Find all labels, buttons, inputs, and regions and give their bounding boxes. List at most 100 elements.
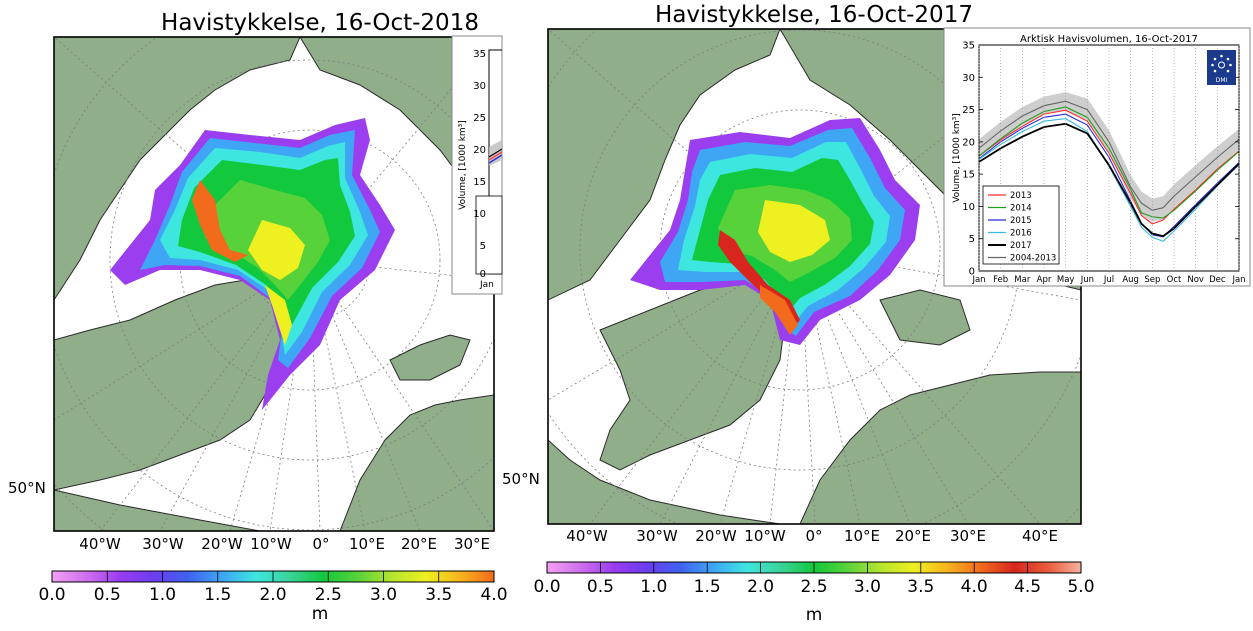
left-lon-label: 10°E <box>349 535 385 553</box>
volume-x-tick-label: Jun <box>1080 275 1094 285</box>
left-colorbar-tick-label: 0.5 <box>94 585 121 605</box>
volume-legend-box <box>982 185 1060 265</box>
left-lon-label: 0° <box>312 535 329 553</box>
right-colorbar-tick-label: 4.5 <box>1014 577 1041 597</box>
left-lon-label: 40°W <box>79 535 121 553</box>
volume-inset: Arktisk Havisvolumen, 16-Oct-2017 0 5 10 15… <box>943 27 1251 287</box>
volume-x-tick-label: Jan <box>1231 275 1245 285</box>
left-lon-labels: 40°W 30°W 20°W 10°W 0° 10°E 20°E 30°E <box>79 535 490 553</box>
left-inset-line-2013 <box>488 151 502 161</box>
volume-y-tick-label: 35 <box>962 41 975 52</box>
left-lon-label: 20°E <box>401 535 437 553</box>
left-inset-ytick: 20 <box>473 145 486 156</box>
volume-x-tick-label: Sep <box>1144 275 1160 285</box>
volume-y-tick-label: 30 <box>962 73 975 84</box>
left-inset-ytick: 30 <box>473 81 486 92</box>
right-colorbar-tick-label: 4.0 <box>961 577 988 597</box>
left-colorbar-tick-label: 2.0 <box>259 585 286 605</box>
left-colorbar-unit: m <box>312 604 329 624</box>
volume-y-tick-label: 0 <box>969 267 975 278</box>
left-inset-line-mean <box>488 148 502 158</box>
left-inset-ytick: 35 <box>473 49 486 60</box>
right-colorbar-tick-label: 1.0 <box>640 577 667 597</box>
volume-line-2004-2013 <box>979 100 1239 211</box>
left-inset-ylabel: Volume, [1000 km³] <box>458 120 468 210</box>
volume-y-tick-label: 10 <box>962 202 975 213</box>
left-lat-label: 50°N <box>8 479 46 497</box>
right-colorbar-tick-label: 3.5 <box>907 577 934 597</box>
volume-y-tick-label: 15 <box>962 170 975 181</box>
right-colorbar-tick-label: 3.0 <box>854 577 881 597</box>
volume-line-2016 <box>979 118 1239 242</box>
volume-x-tick-label: Oct <box>1167 275 1182 285</box>
volume-legend-label: 2016 <box>1010 229 1032 239</box>
left-colorbar-tick-label: 1.0 <box>149 585 176 605</box>
right-lon-label: 40°E <box>1022 527 1058 545</box>
right-lon-label: 0° <box>805 527 822 545</box>
left-colorbar-ticks: 0.0 0.5 1.0 1.5 2.0 2.5 3.0 3.5 4.0 <box>38 571 508 605</box>
right-lon-label: 30°E <box>950 527 986 545</box>
right-colorbar-tick-label: 5.0 <box>1067 577 1094 597</box>
right-colorbar-tick-label: 2.0 <box>747 577 774 597</box>
left-sea-ice <box>110 118 395 410</box>
left-lon-label: 30°W <box>142 535 184 553</box>
left-inset-legend-box <box>475 195 503 275</box>
volume-legend-label: 2017 <box>1010 241 1032 251</box>
left-inset-ytick: 15 <box>473 177 486 188</box>
right-lat-label: 50°N <box>502 470 540 488</box>
volume-legend-items: 2013 2014 2015 2016 2017 2004-2013 <box>988 191 1056 264</box>
left-lon-label: 30°E <box>454 535 490 553</box>
right-colorbar-tick-label: 0.5 <box>587 577 614 597</box>
right-colorbar-ticks: 0.0 0.5 1.0 1.5 2.0 2.5 3.0 3.5 4.0 4.5 5.0 <box>533 562 1095 597</box>
dmi-logo-stars <box>1211 54 1232 73</box>
right-lon-label: 40°W <box>566 527 608 545</box>
left-inset-line-2017 <box>488 154 502 164</box>
volume-y-tick-label: 20 <box>962 137 975 148</box>
left-land <box>54 37 494 531</box>
right-colorbar-tick-label: 1.5 <box>694 577 721 597</box>
volume-x-tick-label: Aug <box>1122 275 1139 285</box>
left-inset-yticks: 35 30 25 20 15 10 5 0 <box>473 49 486 280</box>
left-colorbar-tick-label: 2.5 <box>315 585 342 605</box>
volume-x-tick-label: Nov <box>1187 275 1204 285</box>
right-title: Havistykkelse, 16-Oct-2017 <box>655 2 973 28</box>
dmi-logo-text: DMI <box>1216 77 1228 84</box>
volume-y-ticks: 0 5 10 15 20 25 30 35 <box>962 41 1239 278</box>
volume-y-tick-label: 5 <box>969 234 975 245</box>
volume-legend-label: 2014 <box>1010 204 1032 214</box>
volume-x-tick-label: Mar <box>1014 275 1031 285</box>
left-inset-ytick: 0 <box>480 269 486 280</box>
volume-legend: 2013 2014 2015 2016 2017 2004-2013 <box>982 185 1060 265</box>
left-lon-label: 10°W <box>250 535 292 553</box>
left-lon-label: 20°W <box>201 535 243 553</box>
volume-inset-title: Arktisk Havisvolumen, 16-Oct-2017 <box>1020 34 1198 45</box>
left-colorbar-tick-label: 3.5 <box>425 585 452 605</box>
left-colorbar-tick-label: 1.5 <box>204 585 231 605</box>
volume-x-tick-label: Dec <box>1209 275 1226 285</box>
left-inset: 35 30 25 20 15 10 5 0 Volume, [1000 km³]… <box>451 35 503 295</box>
left-colorbar-tick-label: 4.0 <box>480 585 507 605</box>
left-title: Havistykkelse, 16-Oct-2018 <box>161 10 479 36</box>
volume-line-2013 <box>979 109 1239 225</box>
left-inset-ytick: 25 <box>473 113 486 124</box>
left-inset-ytick: 5 <box>480 241 486 252</box>
volume-x-tick-label: Feb <box>993 275 1008 285</box>
right-colorbar: 0.0 0.5 1.0 1.5 2.0 2.5 3.0 3.5 4.0 4.5 5.0 m <box>533 561 1095 625</box>
volume-x-tick-label: Jan <box>971 275 985 285</box>
left-inset-ytick: 10 <box>473 209 486 220</box>
right-colorbar-tick-label: 0.0 <box>533 577 560 597</box>
left-inset-first-month: Jan <box>479 280 494 290</box>
right-lon-label: 20°E <box>895 527 931 545</box>
volume-legend-label: 2015 <box>1010 216 1032 226</box>
volume-x-tick-label: Jul <box>1103 275 1114 285</box>
right-lon-label: 10°E <box>844 527 880 545</box>
right-lon-labels: 40°W 30°W 20°W 10°W 0° 10°E 20°E 30°E 40… <box>566 527 1058 545</box>
dmi-crown-icon <box>1218 61 1225 69</box>
right-lon-label: 10°W <box>744 527 786 545</box>
right-panel: Havistykkelse, 16-Oct-2017 <box>502 2 1251 625</box>
right-lon-label: 30°W <box>636 527 678 545</box>
volume-x-tick-label: Apr <box>1037 275 1052 285</box>
left-colorbar: 0.0 0.5 1.0 1.5 2.0 2.5 3.0 3.5 4.0 m <box>38 570 508 624</box>
volume-x-tick-label: May <box>1057 275 1075 285</box>
volume-x-ticks: Jan Feb Mar Apr May Jun Jul Aug Sep Oct Nov Dec Jan <box>971 45 1246 285</box>
